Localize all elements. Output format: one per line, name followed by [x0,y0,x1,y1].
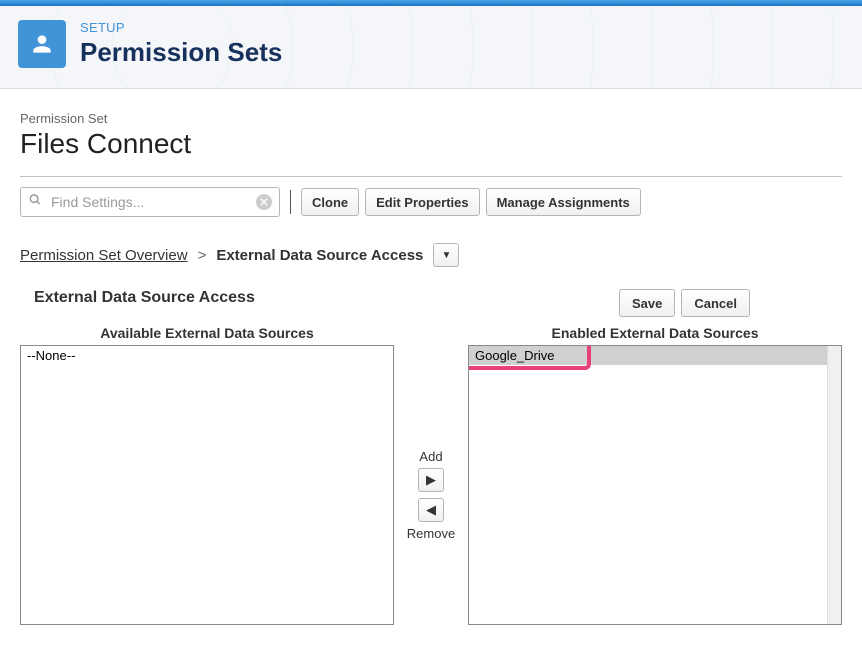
breadcrumb: Permission Set Overview > External Data … [20,243,842,267]
available-header: Available External Data Sources [20,325,394,341]
content-area: Permission Set Files Connect ✕ Clone Edi… [0,89,862,647]
clear-search-icon[interactable]: ✕ [256,194,272,210]
permission-set-label: Permission Set [20,111,842,126]
enabled-listbox[interactable]: Google_Drive [468,345,842,625]
search-input[interactable] [20,187,280,217]
clone-button[interactable]: Clone [301,188,359,216]
search-icon [28,193,42,212]
breadcrumb-overview-link[interactable]: Permission Set Overview [20,247,188,264]
breadcrumb-separator: > [198,247,207,264]
remove-button[interactable]: ◀ [418,498,444,522]
section-title: External Data Source Access [20,289,619,307]
section-header-row: External Data Source Access Save Cancel [20,289,842,321]
page-title: Permission Sets [80,37,282,68]
dual-listbox: Available External Data Sources --None--… [20,325,842,625]
available-listbox[interactable]: --None-- [20,345,394,625]
breadcrumb-dropdown-button[interactable]: ▼ [433,243,459,267]
available-column: Available External Data Sources --None-- [20,325,394,625]
permission-set-title: Files Connect [20,128,842,160]
setup-person-icon [18,20,66,68]
save-button[interactable]: Save [619,289,675,317]
section-action-buttons: Save Cancel [619,289,750,317]
breadcrumb-current: External Data Source Access [216,247,423,264]
manage-assignments-button[interactable]: Manage Assignments [486,188,641,216]
page-header: SETUP Permission Sets [0,6,862,89]
add-label: Add [419,449,442,464]
search-wrap: ✕ [20,187,280,217]
enabled-column: Enabled External Data Sources Google_Dri… [468,325,842,625]
available-item-none[interactable]: --None-- [21,346,393,365]
enabled-item-google-drive[interactable]: Google_Drive [469,346,841,365]
toolbar: ✕ Clone Edit Properties Manage Assignmen… [20,187,842,217]
setup-label: SETUP [80,20,282,35]
add-button[interactable]: ▶ [418,468,444,492]
scrollbar[interactable] [827,346,841,624]
divider [20,176,842,177]
transfer-controls: Add ▶ ◀ Remove [402,325,460,625]
enabled-header: Enabled External Data Sources [468,325,842,341]
toolbar-divider [290,190,291,214]
remove-label: Remove [407,526,455,541]
edit-properties-button[interactable]: Edit Properties [365,188,479,216]
cancel-button[interactable]: Cancel [681,289,750,317]
